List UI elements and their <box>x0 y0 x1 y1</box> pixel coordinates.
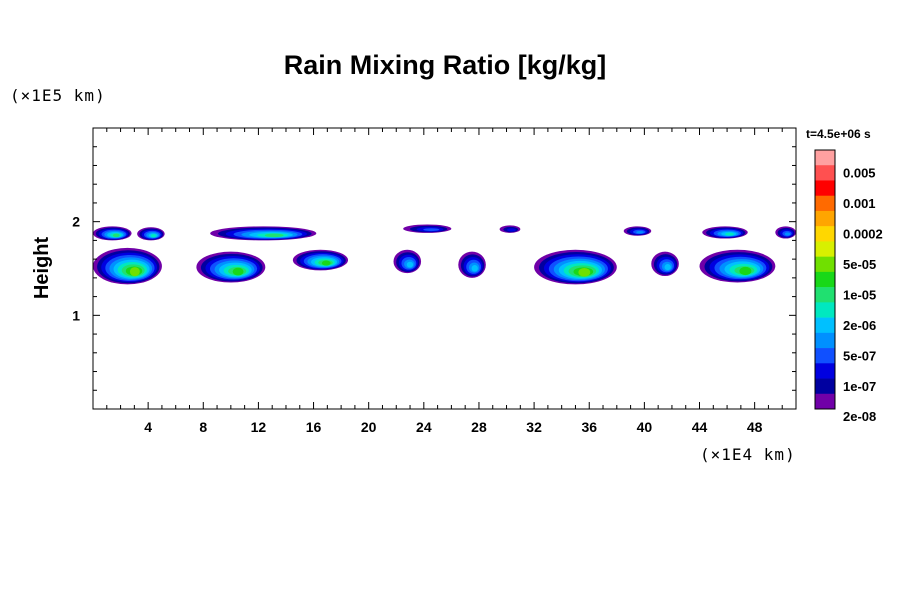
colorbar-swatch <box>815 317 835 334</box>
contour-band <box>406 261 414 268</box>
colorbar-label: 0.005 <box>843 165 876 180</box>
precip-cell <box>137 227 165 241</box>
y-axis-label: Height <box>31 237 53 300</box>
precip-cell <box>651 251 679 276</box>
colorbar-label: 0.001 <box>843 196 876 211</box>
colorbar-label: 1e-05 <box>843 287 876 302</box>
colorbar-swatch <box>815 165 835 181</box>
precip-cell <box>623 226 652 236</box>
precip-cell <box>196 251 266 283</box>
colorbar-swatch <box>815 363 835 379</box>
x-tick-label: 44 <box>692 419 708 435</box>
x-tick-label: 20 <box>361 419 377 435</box>
precip-cell <box>699 249 776 283</box>
x-tick-label: 28 <box>471 419 487 435</box>
precip-cells <box>93 224 796 285</box>
precip-cell <box>499 225 521 233</box>
contour-band <box>232 267 244 276</box>
contour-band <box>739 266 752 276</box>
contour-band <box>636 230 644 234</box>
colorbar-label: 1e-07 <box>843 379 876 394</box>
colorbar-label: 2e-06 <box>843 318 876 333</box>
precip-cell <box>458 251 486 278</box>
colorbar-swatch <box>815 210 835 227</box>
chart-title: Rain Mixing Ratio [kg/kg] <box>284 50 607 80</box>
plot-frame <box>92 127 797 410</box>
x-axis-unit: (×1E4 km) <box>700 445 796 464</box>
x-tick-label: 36 <box>581 419 597 435</box>
contour-band <box>264 233 284 238</box>
precip-cell <box>93 247 162 285</box>
colorbar-swatch <box>815 180 835 197</box>
colorbar-swatch <box>815 271 835 288</box>
y-axis-unit: (×1E5 km) <box>10 86 106 105</box>
contour-band <box>471 265 478 272</box>
contour-band <box>664 264 671 271</box>
colorbar-swatch <box>815 348 835 364</box>
colorbar: 0.005 0.001 0.0002 5e-05 1e-05 2e-06 5e-07 1e-0… <box>814 149 883 424</box>
x-tick-label: 4 <box>144 419 152 435</box>
precip-cell <box>210 226 317 241</box>
precip-cell <box>393 249 422 274</box>
x-tick-label: 24 <box>416 419 432 435</box>
colorbar-swatch <box>815 393 835 410</box>
precip-cell <box>292 249 349 271</box>
x-tick-label: 16 <box>306 419 322 435</box>
x-tick-label: 8 <box>199 419 207 435</box>
precip-cell <box>702 226 748 239</box>
x-tick-label: 12 <box>251 419 267 435</box>
precip-cell <box>534 249 617 285</box>
colorbar-swatch <box>815 195 835 212</box>
precip-cell <box>775 226 796 239</box>
colorbar-swatch <box>815 302 835 318</box>
colorbar-swatch <box>815 226 835 242</box>
contour-band <box>150 234 157 238</box>
contour-band <box>507 228 516 232</box>
colorbar-swatch <box>815 241 835 257</box>
colorbar-swatch <box>815 150 835 166</box>
y-tick-label: 2 <box>72 214 80 230</box>
x-tick-label: 32 <box>526 419 542 435</box>
colorbar-label: 5e-07 <box>843 348 876 363</box>
y-tick-label: 1 <box>72 307 80 323</box>
x-tick-label: 40 <box>637 419 653 435</box>
colorbar-label: 5e-05 <box>843 257 876 272</box>
precip-cell <box>403 224 452 233</box>
colorbar-swatch <box>815 256 835 273</box>
colorbar-label: 0.0002 <box>843 226 883 241</box>
time-label: t=4.5e+06 s <box>806 127 871 141</box>
contour-band <box>725 232 735 236</box>
contour-band <box>578 267 591 277</box>
contour-band <box>321 260 331 266</box>
colorbar-swatch <box>815 287 835 303</box>
contour-band <box>784 232 791 236</box>
contour-band <box>129 267 140 277</box>
colorbar-frame <box>814 149 836 410</box>
x-tick-label: 48 <box>747 419 763 435</box>
contour-band <box>112 233 120 238</box>
colorbar-label: 2e-08 <box>843 409 876 424</box>
precip-cell <box>93 226 132 241</box>
colorbar-swatch <box>815 378 835 395</box>
colorbar-swatch <box>815 332 835 349</box>
contour-band <box>423 228 440 232</box>
